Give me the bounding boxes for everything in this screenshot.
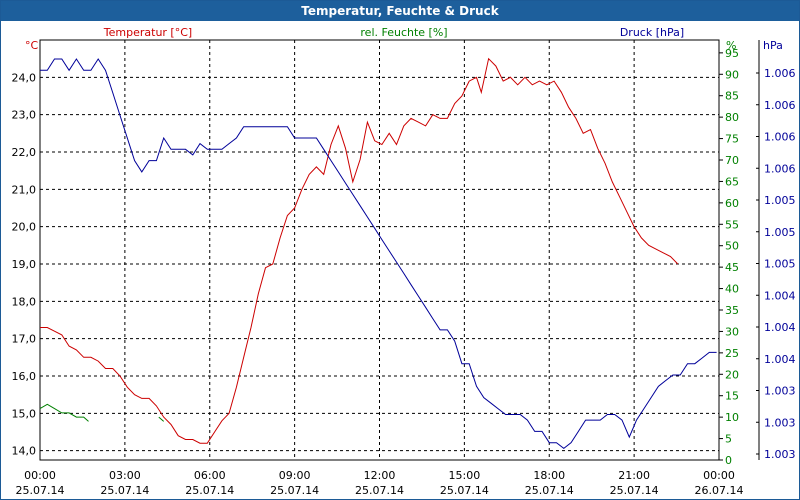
x-tick-date: 25.07.14: [270, 484, 319, 497]
y-tick-humidity: 50: [725, 240, 739, 253]
x-tick-time: 21:00: [618, 469, 650, 482]
y-tick-humidity: 65: [725, 175, 739, 188]
y-tick-humidity: 5: [725, 433, 732, 446]
y-tick-temperature: 16,0: [12, 370, 37, 383]
y-tick-humidity: 25: [725, 347, 739, 360]
y-tick-temperature: 17,0: [12, 333, 37, 346]
y-tick-temperature: 20,0: [12, 221, 37, 234]
x-tick-time: 06:00: [194, 469, 226, 482]
series-temperature-line: [40, 57, 679, 444]
y-tick-temperature: 19,0: [12, 258, 37, 271]
x-tick-time: 00:00: [703, 469, 735, 482]
x-tick-time: 15:00: [449, 469, 481, 482]
y-tick-humidity: 20: [725, 368, 739, 381]
x-tick-date: 26.07.14: [695, 484, 744, 497]
y-tick-temperature: 18,0: [12, 295, 37, 308]
y-tick-humidity: 0: [725, 454, 732, 467]
y-tick-temperature: 14,0: [12, 445, 37, 458]
temperature-axis-label: Temperatur [°C]: [103, 26, 192, 39]
x-tick-time: 18:00: [533, 469, 565, 482]
y-tick-temperature: 22,0: [12, 146, 37, 159]
y-tick-pressure: 1.004: [764, 289, 796, 302]
y-tick-pressure: 1.006: [764, 162, 796, 175]
y-tick-humidity: 45: [725, 261, 739, 274]
series-group: [39, 57, 717, 450]
y-tick-humidity: 85: [725, 90, 739, 103]
y-tick-pressure: 1.004: [764, 353, 796, 366]
y-tick-pressure: 1.006: [764, 67, 796, 80]
y-tick-humidity: 10: [725, 411, 739, 424]
y-tick-pressure: 1.005: [764, 194, 796, 207]
y-tick-pressure: 1.006: [764, 131, 796, 144]
y-tick-humidity: 40: [725, 283, 739, 296]
x-tick-date: 25.07.14: [185, 484, 234, 497]
series-pressure-line: [40, 58, 717, 450]
x-tick-date: 25.07.14: [16, 484, 65, 497]
y-tick-temperature: 23,0: [12, 109, 37, 122]
pressure-axis-label: Druck [hPa]: [620, 26, 684, 39]
y-tick-pressure: 1.005: [764, 226, 796, 239]
x-tick-time: 00:00: [24, 469, 56, 482]
y-tick-pressure: 1.003: [764, 448, 796, 461]
grid: [39, 39, 760, 461]
y-tick-pressure: 1.004: [764, 321, 796, 334]
axis-labels: 00:00 25.07.14 03:00 25.07.14 06:00 25.07.14 0…: [12, 26, 796, 497]
pressure-unit: hPa: [763, 39, 783, 52]
x-tick-date: 25.07.14: [355, 484, 404, 497]
y-tick-pressure: 1.003: [764, 416, 796, 429]
x-tick-time: 03:00: [109, 469, 141, 482]
y-tick-temperature: 15,0: [12, 407, 37, 420]
x-tick-date: 25.07.14: [610, 484, 659, 497]
y-tick-humidity: 80: [725, 111, 739, 124]
y-tick-humidity: 75: [725, 133, 739, 146]
x-tick-time: 12:00: [364, 469, 396, 482]
y-tick-humidity: 95: [725, 47, 739, 60]
y-tick-temperature: 24,0: [12, 71, 37, 84]
y-tick-temperature: 21,0: [12, 183, 37, 196]
chart-title: Temperatur, Feuchte & Druck: [1, 1, 799, 21]
y-tick-humidity: 60: [725, 197, 739, 210]
temperature-unit: °C: [25, 39, 39, 52]
x-tick-date: 25.07.14: [525, 484, 574, 497]
y-tick-humidity: 15: [725, 390, 739, 403]
x-tick-date: 25.07.14: [440, 484, 489, 497]
x-tick-time: 09:00: [279, 469, 311, 482]
humidity-axis-label: rel. Feuchte [%]: [360, 26, 447, 39]
series-humidity-line-segment: [158, 416, 165, 422]
humidity-unit: %: [726, 39, 736, 52]
y-tick-pressure: 1.005: [764, 258, 796, 271]
y-tick-pressure: 1.006: [764, 99, 796, 112]
series-humidity-line: [39, 403, 89, 422]
y-tick-humidity: 30: [725, 325, 739, 338]
y-tick-humidity: 55: [725, 218, 739, 231]
x-tick-date: 25.07.14: [100, 484, 149, 497]
y-tick-humidity: 90: [725, 68, 739, 81]
y-tick-humidity: 35: [725, 304, 739, 317]
y-tick-pressure: 1.003: [764, 385, 796, 398]
y-tick-humidity: 70: [725, 154, 739, 167]
